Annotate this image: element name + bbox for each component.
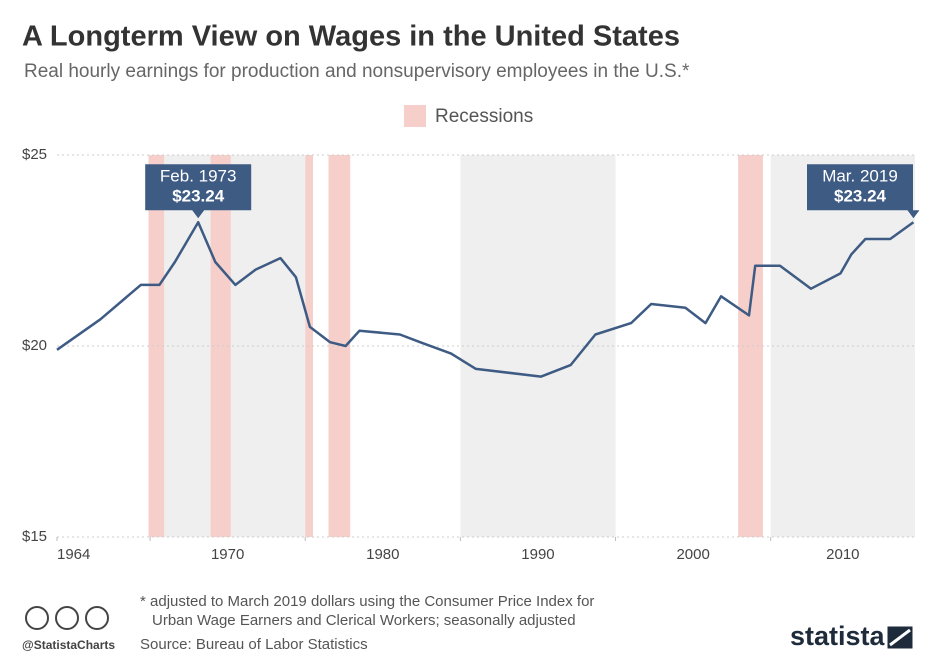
source: Source: Bureau of Labor Statistics — [140, 636, 368, 653]
y-tick-label: $20 — [22, 337, 47, 354]
recession-band — [210, 155, 231, 537]
footnote: * adjusted to March 2019 dollars using t… — [140, 593, 594, 610]
x-tick-label: 1970 — [211, 546, 244, 563]
annotation-value: $23.24 — [172, 187, 225, 206]
license-icons — [25, 606, 109, 630]
recession-band — [148, 155, 165, 537]
chart-subtitle: Real hourly earnings for production and … — [24, 61, 690, 82]
brand-logo — [884, 623, 916, 652]
annotation-date: Feb. 1973 — [160, 167, 237, 186]
data-line — [56, 220, 915, 378]
brand: statista — [790, 621, 886, 651]
annotation-value: $23.24 — [834, 187, 887, 206]
chart-title: A Longterm View on Wages in the United S… — [22, 21, 680, 53]
recession-band — [328, 155, 351, 537]
x-tick-label: 1990 — [521, 546, 554, 563]
recession-band — [305, 155, 314, 537]
annotation-date: Mar. 2019 — [822, 167, 898, 186]
handle: @StatistaCharts — [22, 638, 115, 652]
legend-label: Recessions — [435, 106, 533, 127]
annotation-box — [145, 164, 252, 219]
x-tick-label: 2010 — [826, 546, 859, 563]
x-tick-label: 1964 — [57, 546, 90, 563]
recession-band — [738, 155, 763, 537]
y-tick-label: $15 — [22, 528, 47, 545]
x-tick-label: 2000 — [676, 546, 709, 563]
footnote: Urban Wage Earners and Clerical Workers;… — [152, 612, 576, 629]
x-tick-label: 1980 — [366, 546, 399, 563]
legend-swatch — [404, 105, 426, 127]
y-tick-label: $25 — [22, 146, 47, 163]
plot-area: $15 $20 $25 1964 1970 1980 1990 2000 2010 Feb. 19… — [22, 146, 920, 563]
annotation-box — [807, 164, 920, 219]
